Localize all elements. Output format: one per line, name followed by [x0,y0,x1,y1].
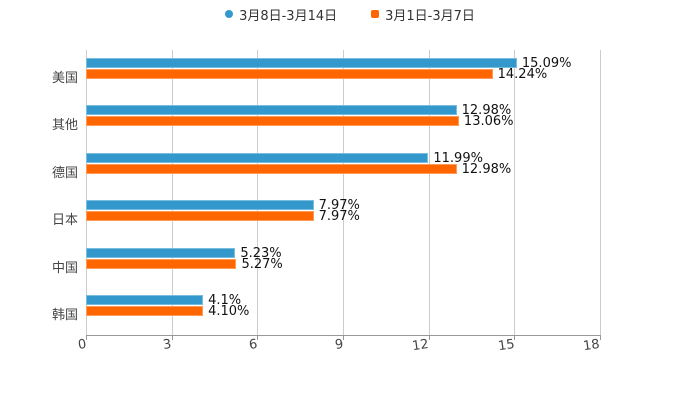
y-category-label: 日本 [51,213,78,229]
gridline [514,50,516,335]
gridline [86,50,87,335]
y-category-label: 中国 [51,260,78,276]
bar-week1[interactable] [86,211,314,222]
plot-area [86,50,601,335]
legend-item-1[interactable]: 3月1日-3月7日 [371,4,475,24]
x-tick [257,335,259,340]
chart-legend: 3月8日-3月14日 3月1日-3月7日 [0,4,700,24]
x-tick-label: 15 [496,337,516,355]
x-tick [86,335,87,340]
bar-week1[interactable] [86,163,457,174]
bar-week1[interactable] [86,306,204,317]
y-category-label: 韩国 [51,308,78,324]
x-tick [600,335,601,340]
bar-value-label: 7.97% [318,209,360,225]
bar-week1[interactable] [86,68,493,79]
legend-square-icon [371,10,380,18]
bar-value-label: 12.98% [461,161,512,177]
gridline [343,50,344,335]
bar-week2[interactable] [86,295,204,306]
bar-week2[interactable] [86,105,457,116]
bar-value-label: 4.10% [208,304,250,320]
y-category-label: 美国 [51,70,78,86]
bar-week2[interactable] [86,57,517,68]
legend-label: 3月1日-3月7日 [385,8,475,24]
bar-week1[interactable] [86,258,237,269]
bar-week1[interactable] [86,116,459,127]
bar-value-label: 5.23% [240,245,282,261]
bar-value-label: 4.1% [208,293,242,309]
y-category-label: 德国 [51,165,78,181]
bar-value-label: 5.27% [241,256,283,272]
x-tick [343,335,344,340]
x-tick-label: 0 [76,337,88,354]
legend-item-0[interactable]: 3月8日-3月14日 [225,4,337,24]
gridline [428,50,430,335]
bar-value-label: 11.99% [433,150,483,166]
bar-week2[interactable] [86,247,236,258]
gridline [600,50,601,335]
bar-value-label: 14.24% [497,66,548,82]
gridline [171,50,173,335]
y-category-label: 其他 [51,118,78,134]
bar-value-label: 13.06% [463,114,514,130]
x-tick [514,335,516,340]
x-tick-label: 18 [582,337,602,355]
gridline [257,50,259,335]
x-tick-label: 9 [333,337,345,354]
bar-week2[interactable] [86,152,429,163]
x-tick [428,335,430,340]
bar-week2[interactable] [86,200,314,211]
bar-value-label: 7.97% [318,198,360,214]
legend-label: 3月8日-3月14日 [239,8,338,24]
x-tick [171,335,173,340]
legend-circle-icon [225,10,234,18]
bar-value-label: 12.98% [461,103,512,119]
x-tick-label: 12 [411,337,430,355]
bar-value-label: 15.09% [521,55,572,71]
